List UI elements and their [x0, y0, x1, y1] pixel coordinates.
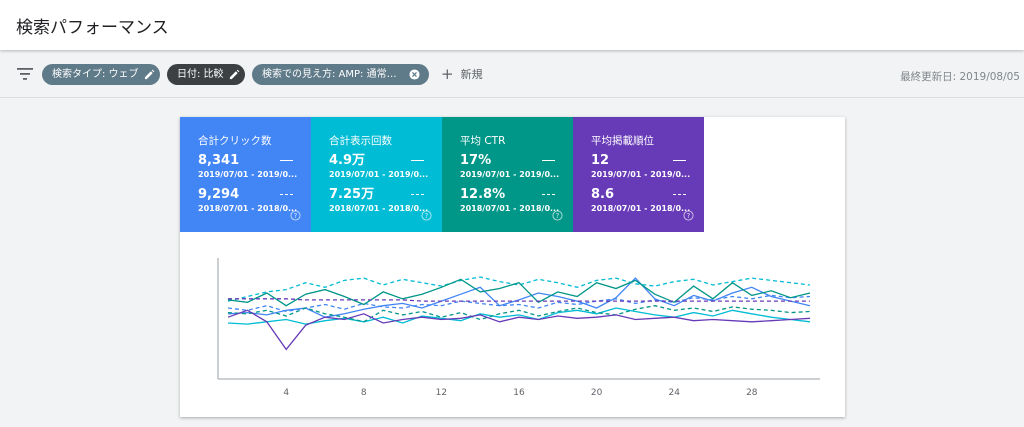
x-tick-label: 16 — [513, 388, 525, 398]
edit-pencil-icon[interactable] — [229, 69, 240, 80]
metric-previous-row: 12.8% 2018/07/01 - 2018/0... — [460, 187, 573, 214]
help-icon[interactable]: ? — [683, 210, 694, 221]
filter-chip-label: 検索タイプ: ウェブ — [52, 69, 139, 80]
metric-current-row: 12 2019/07/01 - 2019/0... — [591, 153, 704, 180]
filter-icon[interactable] — [17, 67, 33, 81]
metric-current-value: 17% — [460, 153, 492, 168]
x-tick-label: 28 — [746, 388, 758, 398]
filter-toolbar: 検索タイプ: ウェブ 日付: 比較 検索での見え方: AMP: 通常の... +… — [0, 51, 1024, 98]
svg-text:?: ? — [294, 212, 298, 220]
metric-current-row: 8,341 2019/07/01 - 2019/0... — [198, 153, 311, 180]
chart-series-line-6 — [227, 309, 811, 351]
solid-line-legend-icon — [542, 160, 555, 161]
metric-current-row: 4.9万 2019/07/01 - 2019/0... — [329, 153, 442, 180]
metric-current-value: 4.9万 — [329, 153, 366, 168]
metric-previous-row: 7.25万 2018/07/01 - 2018/0... — [329, 187, 442, 214]
edit-pencil-icon[interactable] — [144, 69, 155, 80]
metric-label: 平均 CTR — [460, 135, 506, 147]
metric-previous-row: 8.6 2018/07/01 - 2018/0... — [591, 187, 704, 214]
x-tick-label: 24 — [668, 388, 680, 398]
svg-text:?: ? — [556, 212, 560, 220]
metric-previous-range: 2018/07/01 - 2018/0... — [198, 204, 298, 213]
filter-chip-search-appearance[interactable]: 検索での見え方: AMP: 通常の... — [252, 64, 429, 85]
metric-previous-row: 9,294 2018/07/01 - 2018/0... — [198, 187, 311, 214]
metric-previous-value: 12.8% — [460, 187, 506, 202]
svg-text:?: ? — [425, 212, 429, 220]
metric-current-value: 12 — [591, 153, 610, 168]
plus-icon: + — [441, 65, 454, 83]
filter-chip-search-type[interactable]: 検索タイプ: ウェブ — [42, 64, 160, 85]
metric-current-range: 2019/07/01 - 2019/0... — [591, 170, 691, 179]
filter-chip-label: 日付: 比較 — [177, 69, 224, 80]
last-updated-date: 最終更新日: 2019/08/05 — [900, 71, 1020, 83]
chart-series-line-7 — [228, 298, 810, 302]
metric-current-row: 17% 2019/07/01 - 2019/0... — [460, 153, 573, 180]
performance-line-chart[interactable]: 4 8 12 16 20 24 28 — [180, 232, 845, 417]
x-tick-label: 20 — [591, 388, 603, 398]
help-icon[interactable]: ? — [552, 210, 563, 221]
metric-label: 合計表示回数 — [329, 135, 392, 147]
metric-card-clicks[interactable]: 合計クリック数 8,341 2019/07/01 - 2019/0... 9,2… — [180, 117, 311, 232]
metric-label: 平均掲載順位 — [591, 135, 654, 147]
solid-line-legend-icon — [411, 160, 424, 161]
metric-previous-value: 8.6 — [591, 187, 615, 202]
chart-series-line-0 — [227, 277, 811, 318]
add-filter-button[interactable]: + 新規 — [441, 67, 483, 83]
chart-series-line-4 — [227, 278, 811, 307]
app-header: 検索パフォーマンス — [0, 0, 1024, 50]
performance-card: 合計クリック数 8,341 2019/07/01 - 2019/0... 9,2… — [180, 117, 845, 417]
filter-chip-date[interactable]: 日付: 比較 — [167, 64, 245, 85]
solid-line-legend-icon — [280, 160, 293, 161]
metric-current-value: 8,341 — [198, 153, 240, 168]
metric-previous-range: 2018/07/01 - 2018/0... — [591, 204, 691, 213]
chart-series-line-3 — [227, 276, 811, 302]
add-filter-label: 新規 — [460, 68, 483, 81]
help-icon[interactable]: ? — [421, 210, 432, 221]
dashed-line-legend-icon — [673, 194, 686, 195]
metric-current-range: 2019/07/01 - 2019/0... — [329, 170, 429, 179]
filter-chip-label: 検索での見え方: AMP: 通常の... — [262, 69, 404, 80]
dashed-line-legend-icon — [411, 194, 424, 195]
chart-series-line-5 — [227, 305, 811, 323]
x-tick-label: 8 — [361, 388, 367, 398]
metric-current-range: 2019/07/01 - 2019/0... — [460, 170, 560, 179]
metric-previous-range: 2018/07/01 - 2018/0... — [460, 204, 560, 213]
chart-series-line-2 — [227, 307, 811, 325]
metric-previous-value: 9,294 — [198, 187, 240, 202]
metric-current-range: 2019/07/01 - 2019/0... — [198, 170, 298, 179]
help-icon[interactable]: ? — [290, 210, 301, 221]
metric-card-impressions[interactable]: 合計表示回数 4.9万 2019/07/01 - 2019/0... 7.25万… — [311, 117, 442, 232]
metric-previous-value: 7.25万 — [329, 187, 375, 202]
metric-card-position[interactable]: 平均掲載順位 12 2019/07/01 - 2019/0... 8.6 201… — [573, 117, 704, 232]
metric-label: 合計クリック数 — [198, 135, 272, 147]
x-tick-label: 12 — [436, 388, 447, 398]
dashed-line-legend-icon — [542, 194, 555, 195]
metric-card-ctr[interactable]: 平均 CTR 17% 2019/07/01 - 2019/0... 12.8% … — [442, 117, 573, 232]
solid-line-legend-icon — [673, 160, 686, 161]
page-title: 検索パフォーマンス — [16, 18, 169, 38]
metric-previous-range: 2018/07/01 - 2018/0... — [329, 204, 429, 213]
svg-text:?: ? — [687, 212, 691, 220]
x-tick-label: 4 — [283, 388, 289, 398]
chart-series-line-1 — [227, 294, 811, 313]
remove-filter-icon[interactable] — [409, 69, 420, 80]
dashed-line-legend-icon — [280, 194, 293, 195]
